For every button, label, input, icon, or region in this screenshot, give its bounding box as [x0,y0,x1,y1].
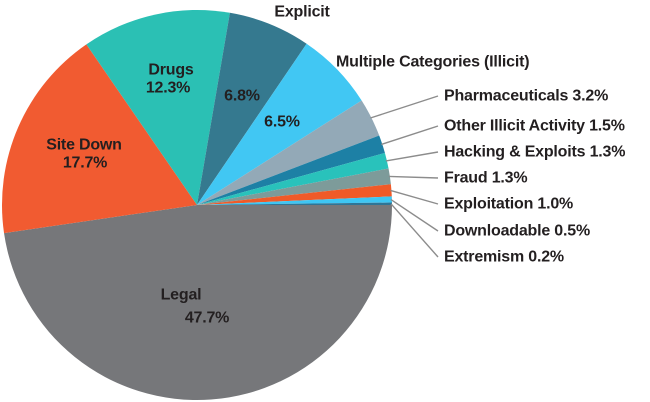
pie-slice-legal [4,205,393,401]
pie-slice-exploitation [197,184,392,205]
pie-slice-extremism [197,202,392,205]
leader-line-pharmaceuticals [370,95,439,119]
callout-label-pharmaceuticals: Pharmaceuticals 3.2% [444,88,608,105]
pie-slice-pharmaceuticals [197,100,380,205]
pie-slice-multiple-categories-illicit [197,43,362,205]
leader-line-fraud [388,175,439,179]
leader-line-downloadable [390,198,439,232]
callout-label-extremism: Extremism 0.2% [444,249,564,266]
slice-value-drugs: 12.3% [146,80,190,97]
slice-title-multiple-categories-illicit: Multiple Categories (Illicit) [336,54,529,71]
callout-label-fraud: Fraud 1.3% [444,170,527,187]
callout-label-exploitation: Exploitation 1.0% [444,196,573,213]
pie-slice-fraud [197,168,391,205]
slice-value-explicit: 6.8% [224,88,260,105]
leader-line-hacking-exploits [385,151,439,162]
callout-label-downloadable: Downloadable 0.5% [444,223,590,240]
pie-slice-explicit [197,12,307,205]
leader-line-exploitation [390,189,439,205]
pie-slice-drugs [86,10,230,206]
pie-slice-other-illicit-activity [197,135,385,205]
pie-slice-site-down [1,44,198,234]
pie-slice-downloadable [197,196,392,205]
callout-label-hacking-exploits: Hacking & Exploits 1.3% [444,144,625,161]
slice-title-explicit: Explicit [274,4,330,21]
slice-value-site-down: 17.7% [63,155,107,172]
slice-label-site-down: Site Down [46,137,122,154]
callout-label-other-illicit-activity: Other Illicit Activity 1.5% [444,118,625,135]
slice-label-legal: Legal [161,287,202,304]
slice-label-drugs: Drugs [148,62,194,79]
slice-value-legal: 47.7% [185,310,229,327]
leader-line-extremism [390,203,439,258]
pie-slice-hacking-exploits [197,152,389,205]
slice-value-multiple-categories-illicit: 6.5% [264,114,300,131]
leader-line-other-illicit-activity [381,125,439,146]
